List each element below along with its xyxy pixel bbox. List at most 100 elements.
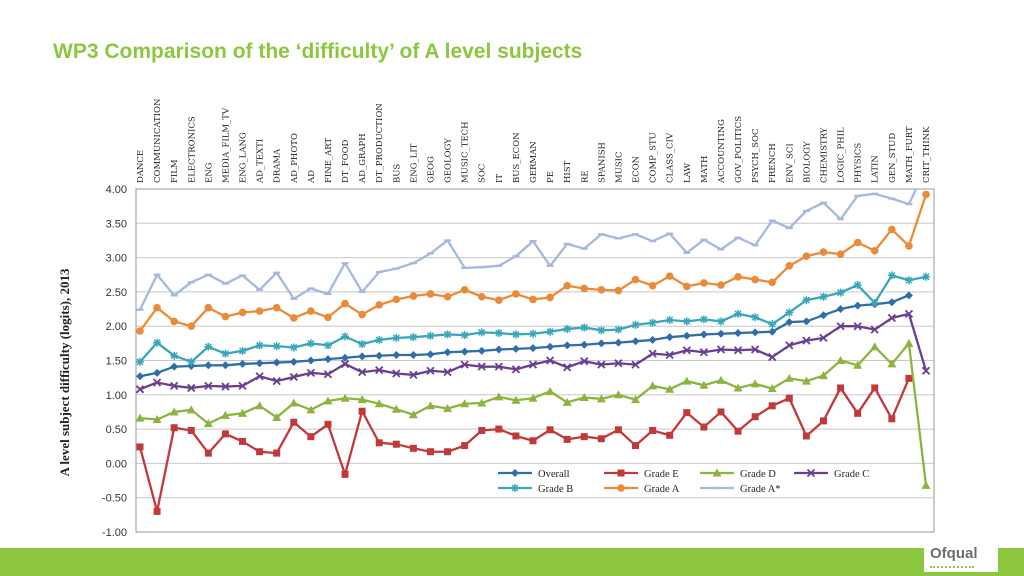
- x-tick-label: SOC: [478, 164, 488, 183]
- data-point: [596, 394, 606, 403]
- data-point: [358, 352, 367, 361]
- data-point: [409, 444, 417, 452]
- y-axis-label: A level subject difficulty (logits), 201…: [57, 268, 72, 476]
- data-point: [614, 426, 622, 434]
- data-point: [170, 351, 179, 360]
- data-point: [819, 333, 828, 342]
- plot-area: [135, 188, 935, 533]
- data-point: [391, 404, 401, 413]
- x-tick-label: CHEMISTRY: [819, 127, 829, 183]
- data-point: [768, 402, 776, 410]
- data-point: [272, 376, 281, 386]
- data-point: [341, 353, 350, 362]
- data-point: [904, 276, 913, 285]
- x-tick-label: BIOLOGY: [802, 141, 812, 183]
- data-point: [153, 303, 161, 312]
- data-point: [478, 426, 486, 434]
- data-point: [853, 281, 862, 290]
- data-point: [289, 343, 298, 352]
- data-point: [392, 333, 401, 342]
- x-tick-label: ENV_SCI: [785, 143, 795, 183]
- x-tick-label: PE: [546, 171, 556, 183]
- data-point: [323, 396, 333, 405]
- data-point: [289, 357, 298, 366]
- legend-item: Grade A*: [700, 484, 781, 495]
- data-point: [767, 384, 777, 393]
- data-point: [512, 290, 520, 298]
- data-point: [477, 346, 486, 355]
- data-point: [870, 298, 879, 307]
- data-point: [289, 372, 298, 382]
- x-tick-label: LOGIC_PHIL: [837, 127, 847, 183]
- x-tick-label: RE: [580, 170, 590, 183]
- data-point: [255, 341, 264, 350]
- data-point: [922, 190, 930, 199]
- data-point: [734, 309, 743, 318]
- x-tick-label: PHYSICS: [854, 143, 864, 183]
- data-point: [239, 437, 247, 445]
- data-point: [802, 432, 810, 440]
- x-tick-label: FRENCH: [768, 143, 778, 183]
- x-tick-label: LATIN: [871, 155, 881, 183]
- data-point: [392, 295, 401, 304]
- x-tick-label: GEOG: [426, 156, 436, 183]
- data-point: [597, 435, 605, 443]
- data-point: [682, 376, 692, 385]
- data-point: [255, 307, 264, 315]
- data-point: [375, 301, 384, 309]
- data-point: [289, 398, 299, 407]
- legend-label: Grade C: [834, 469, 869, 480]
- data-point: [409, 292, 418, 300]
- data-point: [357, 395, 367, 404]
- data-point: [580, 340, 589, 349]
- x-tick-label: DRAMA: [273, 148, 283, 183]
- data-point: [323, 355, 332, 364]
- y-tick-label: 0.00: [106, 458, 127, 470]
- data-point: [220, 410, 230, 419]
- data-point: [511, 469, 519, 477]
- data-point: [597, 326, 606, 335]
- data-point: [921, 480, 931, 489]
- y-tick-label: 2.50: [106, 287, 127, 299]
- data-point: [617, 484, 625, 492]
- data-point: [580, 284, 589, 293]
- data-point: [494, 392, 504, 401]
- data-point: [273, 449, 281, 457]
- data-point: [597, 286, 606, 294]
- data-point: [290, 418, 298, 426]
- data-point: [665, 384, 675, 393]
- y-axis-ticks: 4.00 3.50 3.00 2.50 2.00 1.50 1.00 0.50 0.00 -0.5…: [102, 184, 127, 539]
- data-point: [152, 378, 162, 387]
- series-line: [138, 189, 918, 311]
- data-point: [204, 342, 213, 351]
- data-point: [905, 374, 913, 382]
- data-point: [494, 362, 503, 371]
- data-point: [802, 296, 811, 305]
- legend-label: Grade D: [740, 469, 776, 480]
- series-grade-a-: [136, 189, 918, 311]
- y-tick-label: -0.50: [102, 493, 127, 505]
- y-tick-label: 2.00: [106, 321, 127, 333]
- x-tick-label: MATH: [700, 156, 710, 183]
- data-point: [494, 329, 503, 338]
- data-point: [306, 339, 315, 348]
- data-point: [409, 333, 418, 342]
- data-point: [579, 393, 589, 402]
- data-point: [511, 344, 520, 353]
- data-point: [597, 339, 606, 348]
- data-point: [853, 238, 862, 247]
- data-point: [546, 426, 554, 434]
- data-point: [648, 281, 657, 290]
- data-point: [546, 342, 555, 351]
- data-point: [871, 384, 879, 392]
- data-point: [802, 252, 811, 261]
- data-point: [785, 308, 794, 317]
- data-point: [238, 346, 247, 355]
- data-point: [495, 296, 503, 304]
- legend-label: Overall: [538, 469, 570, 480]
- series-line: [139, 294, 910, 378]
- data-point: [905, 242, 913, 250]
- x-tick-label: LAW: [683, 163, 693, 183]
- x-tick-label: ENG_LANG: [239, 132, 249, 183]
- x-tick-label: HIST: [563, 160, 573, 183]
